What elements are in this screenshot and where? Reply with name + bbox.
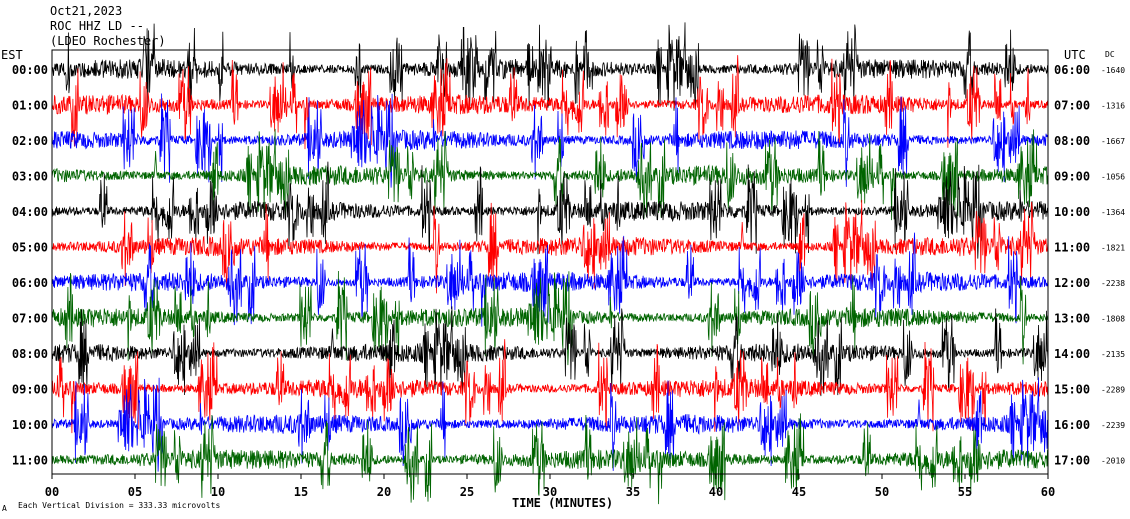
x-tick-label: 40 [709, 485, 723, 499]
trace-row-11 [51, 413, 1049, 505]
est-hour-label: 04:00 [12, 205, 48, 219]
dc-offset-label: -2238 [1101, 279, 1125, 288]
est-hour-label: 07:00 [12, 312, 48, 326]
trace-row-10 [51, 377, 1049, 472]
utc-hour-label: 11:00 [1054, 241, 1090, 255]
dc-column-label: DC [1105, 50, 1115, 59]
x-tick-label: 45 [792, 485, 806, 499]
x-tick-label: 20 [377, 485, 391, 499]
dc-offset-label: -1640 [1101, 66, 1125, 75]
trace-row-8 [51, 306, 1049, 397]
utc-hour-label: 09:00 [1054, 170, 1090, 184]
est-hour-label: 10:00 [12, 418, 48, 432]
trace-row-6 [51, 232, 1049, 327]
utc-hour-label: 16:00 [1054, 418, 1090, 432]
footnote-mark: A [2, 504, 7, 513]
trace-row-2 [51, 93, 1049, 188]
utc-hour-label: 13:00 [1054, 312, 1090, 326]
vertical-division-footnote: Each Vertical Division = 333.33 microvol… [18, 501, 220, 510]
utc-hour-label: 07:00 [1054, 99, 1090, 113]
est-hour-label: 03:00 [12, 170, 48, 184]
trace-row-0 [51, 22, 1049, 115]
right-timezone-label: UTC [1064, 48, 1086, 62]
est-hour-label: 11:00 [12, 454, 48, 468]
x-tick-label: 10 [211, 485, 225, 499]
x-tick-label: 35 [626, 485, 640, 499]
est-hour-label: 00:00 [12, 63, 48, 77]
utc-hour-label: 08:00 [1054, 134, 1090, 148]
utc-hour-label: 10:00 [1054, 205, 1090, 219]
x-tick-label: 30 [543, 485, 557, 499]
trace-layer [51, 22, 1049, 505]
x-tick-label: 60 [1041, 485, 1055, 499]
x-tick-layer: 00 05 10 15 20 25 30 35 40 45 50 55 60 [45, 474, 1055, 499]
trace-row-4 [51, 161, 1049, 259]
trace-row-1 [51, 55, 1049, 150]
header-date: Oct21,2023 [50, 4, 122, 18]
plot-frame [51, 49, 1049, 475]
utc-hour-label: 15:00 [1054, 383, 1090, 397]
dc-offset-label: -1056 [1101, 173, 1125, 182]
utc-hour-label: 06:00 [1054, 63, 1090, 77]
trace-row-5 [51, 199, 1049, 294]
dc-offset-label: -1316 [1101, 102, 1125, 111]
header-station: ROC HHZ LD -- [50, 19, 144, 33]
utc-hour-label: 14:00 [1054, 347, 1090, 361]
x-tick-label: 05 [128, 485, 142, 499]
dc-offset-label: -1821 [1101, 244, 1125, 253]
est-hour-label: 02:00 [12, 134, 48, 148]
dc-offset-label: -2239 [1101, 421, 1125, 430]
utc-hour-label: 12:00 [1054, 276, 1090, 290]
dc-offset-label: -2135 [1101, 350, 1125, 359]
utc-hour-label: 17:00 [1054, 454, 1090, 468]
x-tick-label: 00 [45, 485, 59, 499]
dc-offset-label: -1364 [1101, 208, 1125, 217]
est-hour-label: 06:00 [12, 276, 48, 290]
x-tick-label: 55 [958, 485, 972, 499]
trace-row-7 [51, 270, 1049, 366]
x-tick-label: 25 [460, 485, 474, 499]
trace-row-3 [51, 128, 1049, 221]
est-hour-label: 01:00 [12, 99, 48, 113]
x-tick-label: 50 [875, 485, 889, 499]
left-timezone-label: EST [1, 48, 23, 62]
est-hour-label: 08:00 [12, 347, 48, 361]
x-axis-label: TIME (MINUTES) [512, 496, 613, 510]
header-location: (LDEO Rochester) [50, 34, 166, 48]
dc-offset-label: -1808 [1101, 315, 1125, 324]
dc-offset-label: -2010 [1101, 457, 1125, 466]
dc-offset-label: -2289 [1101, 386, 1125, 395]
trace-row-9 [51, 339, 1049, 434]
est-hour-label: 05:00 [12, 241, 48, 255]
row-label-layer: 00:00 06:00 -1640 01:00 07:00 -1316 02:00 08:00… [12, 63, 1125, 468]
x-tick-label: 15 [294, 485, 308, 499]
dc-offset-label: -1667 [1101, 137, 1125, 146]
est-hour-label: 09:00 [12, 383, 48, 397]
